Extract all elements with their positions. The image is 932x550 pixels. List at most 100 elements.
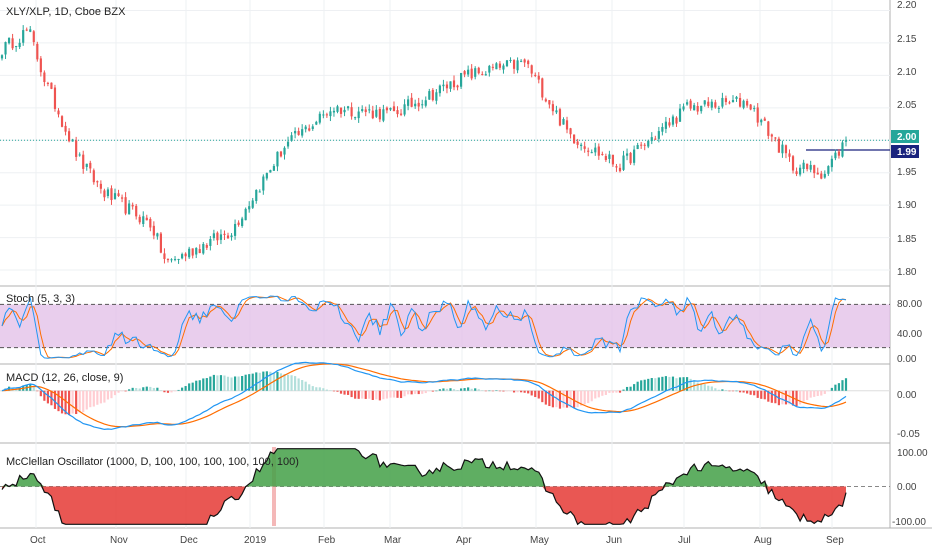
candle-body [53,87,57,109]
macd-histogram-bar [378,390,381,401]
chart-title: XLY/XLP, 1D, Cboe BZX [6,6,126,18]
candle-body [251,200,254,208]
candle-body [502,65,505,70]
candle-body [29,29,32,32]
candle-body [710,101,713,108]
candle-body [576,141,579,145]
macd-histogram-bar [509,390,512,392]
macd-histogram-bar [594,390,597,399]
candle-body [657,131,660,139]
macd-histogram-bar [315,387,318,391]
level-price-tag [891,145,919,158]
candle-body [39,58,42,73]
candle-body [0,55,4,59]
candle-body [89,162,92,169]
mco-negative-area [2,486,846,525]
macd-histogram-bar [707,385,710,391]
candle-body [608,154,611,160]
candle-body [671,116,675,125]
macd-histogram-bar [32,386,35,391]
stoch-band-fill [0,304,890,348]
x-label-dec: Dec [180,535,198,546]
candle-body [587,150,590,152]
candle-body [230,235,233,238]
x-label-aug: Aug [754,535,772,546]
candle-body [25,29,28,31]
macd-histogram-bar [117,390,120,393]
candle-body [135,205,138,217]
macd-histogram-bar [195,380,198,391]
macd-histogram-bar [389,390,392,398]
macd-histogram-bar [611,390,615,393]
macd-histogram-bar [403,390,406,397]
macd-histogram-bar [113,390,117,396]
candle-body [392,106,396,112]
macd-histogram-bar [784,390,788,405]
macd-histogram-bar [781,390,784,405]
macd-histogram-bar [233,376,237,391]
candle-body [120,197,124,199]
macd-layer [0,361,890,431]
macd-histogram-bar [512,390,516,393]
macd-histogram-bar [297,378,300,391]
macd-histogram-bar [622,389,625,391]
macd-histogram-bar [435,390,438,392]
candle-body [756,107,759,123]
macd-histogram-bar [477,389,480,391]
macd-histogram-bar [629,386,632,391]
candle-body [802,162,805,170]
candle-body [166,259,170,261]
macd-histogram-bar [735,390,738,392]
macd-histogram-bar [491,390,494,392]
candle-body [258,191,261,193]
candle-body [463,71,466,75]
mco-tick-label: 0.00 [897,482,917,493]
candle-body [445,84,449,89]
macd-histogram-bar [283,374,286,391]
macd-histogram-bar [212,374,215,391]
macd-histogram-bar [103,390,106,403]
macd-histogram-bar [135,387,138,391]
candle-body [714,102,717,108]
candle-body [424,100,427,106]
candle-body [357,111,360,119]
candle-body [544,99,547,102]
candle-body [717,107,720,109]
candle-body [138,216,141,223]
candle-body [527,60,530,65]
macd-histogram-bar [459,388,463,391]
candle-body [403,104,406,115]
candle-body [816,172,819,175]
candle-body [364,109,367,113]
x-label-sep: Sep [826,535,844,546]
candle-body [265,173,268,179]
macd-histogram-bar [700,383,703,391]
macd-histogram-bar [138,388,141,391]
macd-histogram-bar [668,376,671,391]
macd-histogram-bar [92,390,95,407]
candle-body [689,100,692,109]
macd-histogram-bar [795,390,798,407]
macd-histogram-bar [198,380,201,391]
macd-histogram-bar [534,390,537,398]
macd-histogram-bar [364,390,367,399]
candle-body [742,100,745,108]
macd-histogram-bar [385,390,389,399]
candle-body [791,156,795,171]
candle-body [495,63,498,70]
candle-body [484,74,487,76]
macd-histogram-bar [36,390,39,392]
macd-histogram-bar [417,390,420,395]
candle-body [530,65,533,74]
candle-body [117,193,120,197]
candle-body [781,144,784,154]
candle-body [664,121,667,129]
macd-histogram-bar [823,390,826,394]
candle-body [435,92,438,101]
macd-histogram-bar [710,386,713,391]
candle-body [311,126,314,129]
candle-body [195,248,198,255]
candle-body [537,75,540,80]
macd-histogram-bar [325,389,328,391]
